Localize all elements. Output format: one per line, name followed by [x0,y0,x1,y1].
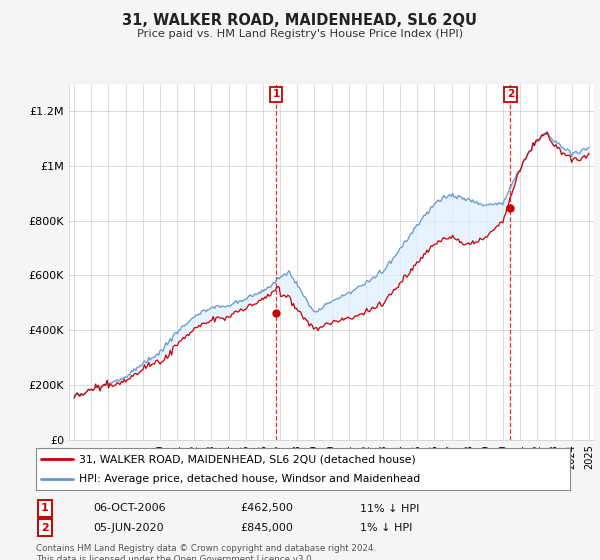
Text: 1: 1 [41,503,49,514]
Text: Contains HM Land Registry data © Crown copyright and database right 2024.
This d: Contains HM Land Registry data © Crown c… [36,544,376,560]
Text: 11% ↓ HPI: 11% ↓ HPI [360,503,419,514]
Text: 2: 2 [41,522,49,533]
Text: 2: 2 [507,90,514,99]
Text: 06-OCT-2006: 06-OCT-2006 [93,503,166,514]
Text: 31, WALKER ROAD, MAIDENHEAD, SL6 2QU (detached house): 31, WALKER ROAD, MAIDENHEAD, SL6 2QU (de… [79,454,415,464]
Text: 31, WALKER ROAD, MAIDENHEAD, SL6 2QU: 31, WALKER ROAD, MAIDENHEAD, SL6 2QU [122,13,478,28]
Text: £845,000: £845,000 [240,522,293,533]
Text: HPI: Average price, detached house, Windsor and Maidenhead: HPI: Average price, detached house, Wind… [79,474,420,484]
Text: 1% ↓ HPI: 1% ↓ HPI [360,522,412,533]
Text: Price paid vs. HM Land Registry's House Price Index (HPI): Price paid vs. HM Land Registry's House … [137,29,463,39]
Text: 05-JUN-2020: 05-JUN-2020 [93,522,164,533]
Text: £462,500: £462,500 [240,503,293,514]
Text: 1: 1 [272,90,280,99]
